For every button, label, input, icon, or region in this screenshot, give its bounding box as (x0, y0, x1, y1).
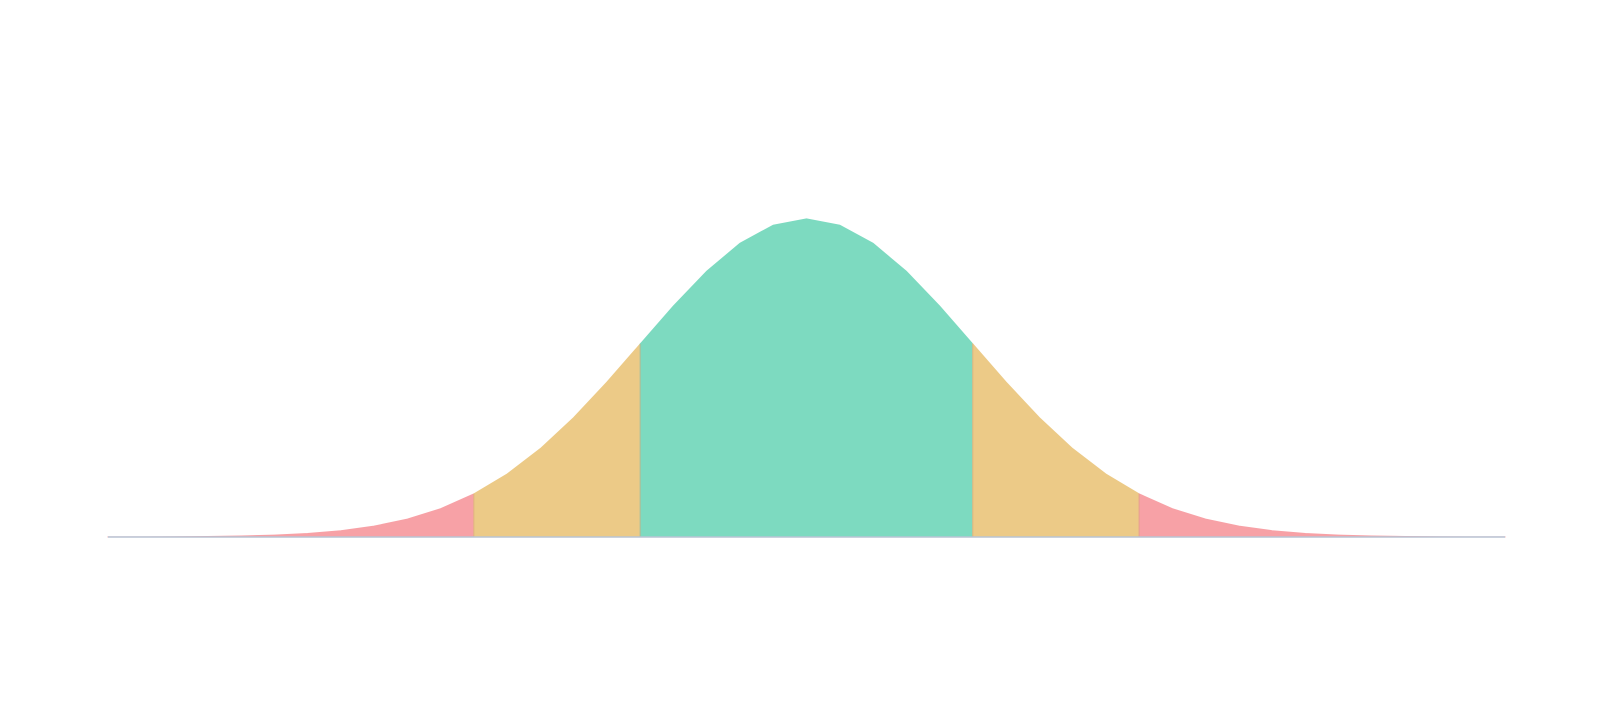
distribution-band (639, 218, 974, 538)
distribution-band (972, 342, 1140, 538)
distribution-band (1138, 493, 1506, 538)
distribution-band (473, 342, 641, 538)
distribution-band (107, 493, 475, 538)
